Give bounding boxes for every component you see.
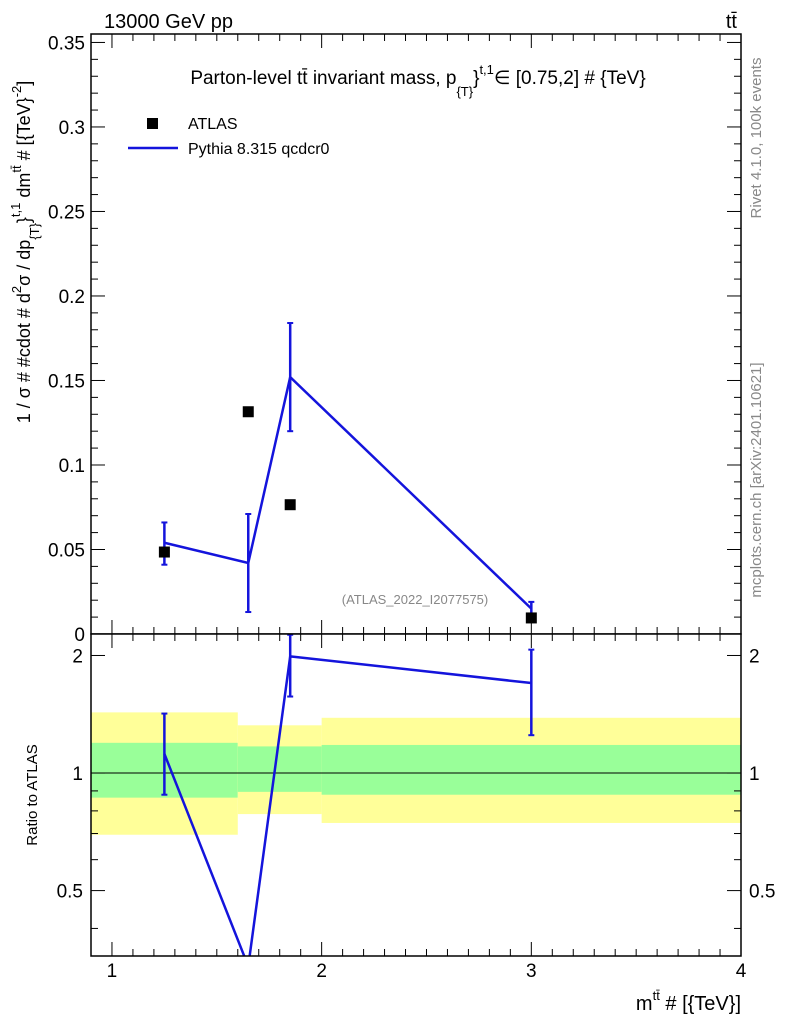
- analysis-watermark: (ATLAS_2022_I2077575): [342, 592, 488, 607]
- main-data-layer: [158, 322, 537, 624]
- x-tick-label: 4: [736, 961, 747, 982]
- ylabel-part: ]: [14, 81, 34, 86]
- ylabel-sup: 2: [9, 286, 24, 293]
- y-tick-label: 0: [74, 625, 85, 646]
- atlas-point: [284, 499, 296, 511]
- header-right: tt̄: [726, 11, 738, 33]
- y-tick-label: 0.1: [59, 456, 85, 477]
- ylabel-part: 1 / σ # #cdot # d: [14, 293, 34, 423]
- xlabel-part: # [{TeV}]: [660, 993, 741, 1015]
- ratio-y-label: Ratio to ATLAS: [24, 744, 41, 845]
- ratio-y-tick-label: 0.5: [57, 882, 83, 903]
- y-tick-label: 0.3: [59, 118, 85, 139]
- ylabel-sup: t,1: [8, 203, 23, 217]
- ratio-y-tick-label: 2: [72, 646, 83, 667]
- y-tick-label: 0.35: [48, 33, 85, 54]
- ratio-y-tick-label-right: 2: [749, 646, 760, 667]
- ylabel-sub: {T}: [27, 222, 42, 239]
- x-axis-label: mtt̄ # [{TeV}]: [636, 988, 741, 1015]
- y-tick-label: 0.15: [48, 371, 85, 392]
- title-part: invariant mass, p: [308, 68, 457, 89]
- legend-label-mc: Pythia 8.315 qcdcr0: [188, 141, 330, 158]
- mc-line: [164, 374, 533, 610]
- title-sub: {T}: [456, 84, 473, 99]
- uncertainty-band-inner: [321, 744, 741, 795]
- ratio-frame: [90, 633, 742, 957]
- rivet-label: Rivet 4.1.0, 100k events: [748, 58, 765, 219]
- legend-label-atlas: ATLAS: [188, 116, 238, 133]
- main-plot-area: [91, 34, 741, 634]
- atlas-point: [525, 612, 537, 624]
- xlabel-sup: tt̄: [653, 988, 661, 1003]
- ratio-y-tick-label-right: 0.5: [749, 882, 775, 903]
- ratio-axes: 0.5 0.5 1 1 2 2 1 2 3 4: [57, 633, 775, 982]
- title-part: Parton-level t: [190, 68, 303, 89]
- x-tick-label: 2: [316, 961, 327, 982]
- y-tick-label: 0.25: [48, 202, 85, 223]
- ratio-line: [163, 654, 532, 956]
- ratio-y-tick-label: 1: [72, 764, 83, 785]
- ylabel-sup: tt̄: [9, 165, 24, 173]
- x-tick-label: 1: [107, 961, 118, 982]
- ratio-y-tick-label-right: 1: [749, 764, 760, 785]
- main-y-axis: 0 0.05 0.1 0.15 0.2 0.25 0.3 0.35: [48, 33, 742, 646]
- header-left: 13000 GeV pp: [104, 11, 233, 33]
- plot-title: Parton-level tt̄ invariant mass, p{T}}t,…: [190, 62, 645, 99]
- ylabel-sup: -2: [9, 86, 24, 98]
- mcplots-label: mcplots.cern.ch [arXiv:2401.10621]: [748, 362, 765, 597]
- atlas-point: [158, 546, 170, 558]
- y-tick-label: 0.2: [59, 287, 85, 308]
- ylabel-part: }: [14, 217, 34, 223]
- ylabel-part: σ / dp: [14, 240, 34, 286]
- x-tick-label: 3: [526, 961, 537, 982]
- atlas-point: [242, 406, 254, 418]
- title-part: }: [473, 68, 479, 89]
- title-part: t̄: [302, 68, 309, 89]
- ylabel-part: dm: [14, 173, 34, 203]
- ylabel-part: # [{TeV}: [14, 97, 34, 165]
- legend-marker-atlas: [147, 118, 158, 129]
- y-tick-label: 0.05: [48, 540, 85, 561]
- main-y-label: 1 / σ # #cdot # d2σ / dp{T}}t,1 dmtt̄ # …: [8, 81, 42, 424]
- title-part: ∈ [0.75,2] # {TeV}: [494, 68, 646, 89]
- uncertainty-band-inner: [237, 746, 322, 792]
- main-frame-bg: [91, 34, 741, 634]
- title-sup: t,1: [479, 62, 493, 77]
- ratio-plot-area: [91, 634, 741, 956]
- xlabel-part: m: [636, 993, 653, 1015]
